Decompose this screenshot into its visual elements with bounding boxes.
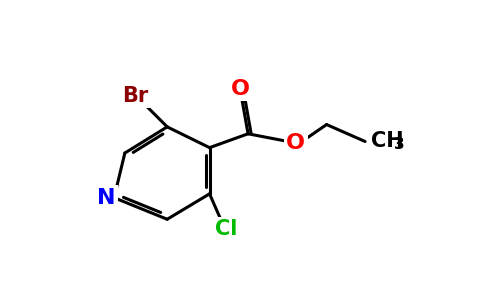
Text: N: N — [97, 188, 116, 208]
Text: 3: 3 — [393, 137, 404, 152]
Text: O: O — [287, 133, 305, 153]
Text: Cl: Cl — [215, 219, 238, 239]
Text: O: O — [231, 79, 250, 99]
Text: Br: Br — [122, 86, 148, 106]
Text: CH: CH — [371, 131, 404, 152]
